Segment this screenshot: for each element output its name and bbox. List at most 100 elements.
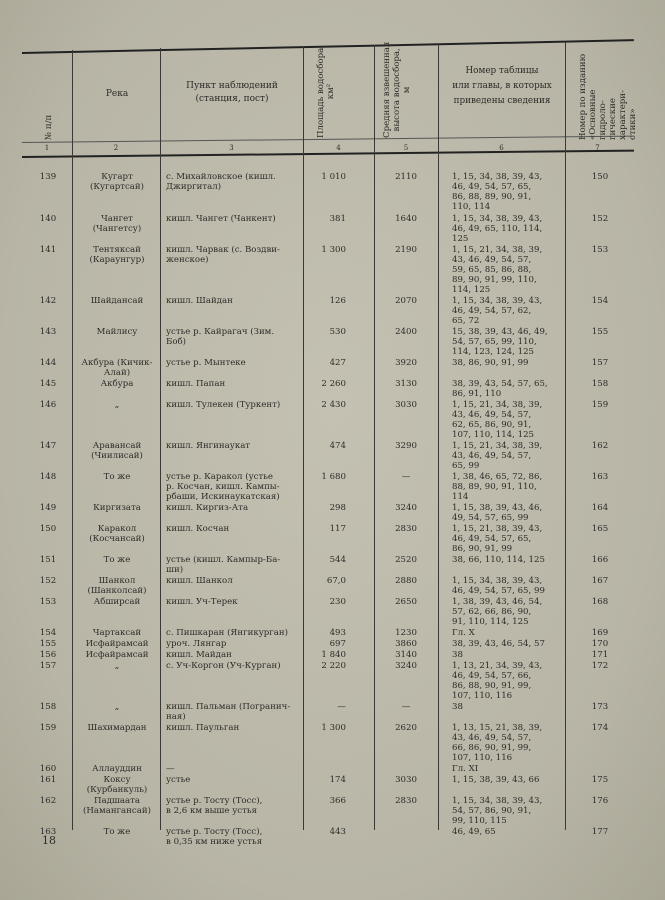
- station-name: с. Пишкаран (Янгикурган): [166, 628, 288, 638]
- river-name: Кугарт (Кугартсай): [90, 172, 144, 192]
- mean-height: 1640: [395, 214, 417, 224]
- mean-height: 2110: [395, 172, 417, 182]
- station-name: кишл. Косчан: [166, 524, 230, 534]
- river-name: Киргизата: [93, 503, 141, 513]
- col-divider: [303, 46, 304, 830]
- river-name: Шайдансай: [90, 296, 144, 306]
- edition-number: 169: [591, 628, 609, 638]
- row-number: 154: [39, 628, 57, 638]
- river-name: То же: [103, 827, 131, 837]
- river-name: „: [114, 400, 120, 410]
- table-refs: 1, 15, 38, 39, 43, 66: [452, 775, 540, 785]
- table-refs: 1, 15, 21, 34, 38, 39, 43, 46, 49, 54, 5…: [452, 245, 543, 295]
- row-number: 163: [39, 827, 57, 837]
- row-number: 161: [39, 775, 57, 785]
- river-name: Чартаксай: [92, 628, 142, 638]
- table-refs: 46, 49, 65: [452, 827, 496, 837]
- header-col3: Пункт наблюдений (станция, пост): [186, 81, 278, 104]
- mean-height: 3130: [395, 379, 417, 389]
- row-number: 156: [39, 650, 57, 660]
- edition-number: 175: [591, 775, 609, 785]
- catchment-area: 2 430: [321, 400, 346, 410]
- table-refs: Гл. XI: [452, 764, 479, 774]
- station-name: устье: [166, 775, 191, 785]
- col-divider: [160, 48, 161, 830]
- row-number: 146: [39, 400, 57, 410]
- column-number: 5: [403, 144, 409, 152]
- row-number: 157: [39, 661, 57, 671]
- station-name: устье р. Тосту (Тосс), в 0,35 км ниже ус…: [166, 827, 263, 847]
- header-col2: Река: [105, 89, 129, 99]
- mean-height: 3240: [395, 503, 417, 513]
- row-number: 153: [39, 597, 57, 607]
- catchment-area: 2 260: [321, 379, 346, 389]
- edition-number: 159: [591, 400, 609, 410]
- station-name: кишл. Паульган: [166, 723, 240, 733]
- river-name: Аравансай (Чиилисай): [91, 441, 143, 461]
- mean-height: 2070: [395, 296, 417, 306]
- catchment-area: 117: [329, 524, 346, 534]
- table-refs: 1, 15, 34, 38, 39, 43, 46, 49, 54, 57, 6…: [452, 172, 543, 212]
- catchment-area: —: [337, 702, 346, 712]
- catchment-area: 381: [329, 214, 346, 224]
- river-name: Коксу (Курбанкуль): [86, 775, 148, 795]
- edition-number: 164: [591, 503, 609, 513]
- mean-height: 3030: [395, 400, 417, 410]
- river-name: Каракол (Косчансай): [89, 524, 145, 544]
- table-refs: 1, 13, 15, 21, 38, 39, 43, 46, 49, 54, 5…: [452, 723, 543, 763]
- edition-number: 168: [591, 597, 609, 607]
- river-name: Чангет (Чангетсу): [92, 214, 142, 234]
- column-number: 2: [113, 144, 119, 152]
- station-name: кишл. Папан: [166, 379, 226, 389]
- header-col4: Площадь водосбора, км²: [316, 45, 336, 138]
- station-name: с. Уч-Коргон (Уч-Курган): [166, 661, 281, 671]
- station-name: кишл. Пальман (Погранич- ная): [166, 702, 291, 722]
- table-refs: 1, 38, 39, 43, 46, 54, 57, 62, 66, 86, 9…: [452, 597, 543, 627]
- catchment-area: 544: [329, 555, 346, 565]
- row-number: 139: [39, 172, 57, 182]
- row-number: 150: [39, 524, 57, 534]
- station-name: кишл. Чангет (Чанкент): [166, 214, 276, 224]
- river-name: Акбура (Кичик- Алай): [81, 358, 153, 378]
- table-refs: 1, 15, 21, 38, 39, 43, 46, 49, 54, 57, 6…: [452, 524, 543, 554]
- edition-number: 170: [591, 639, 609, 649]
- river-name: „: [114, 702, 120, 712]
- row-number: 147: [39, 441, 57, 451]
- catchment-area: 174: [329, 775, 346, 785]
- mean-height: 2830: [395, 796, 417, 806]
- mean-height: 2400: [395, 327, 417, 337]
- edition-number: 174: [591, 723, 609, 733]
- edition-number: 163: [591, 472, 609, 482]
- catchment-area: 493: [329, 628, 346, 638]
- catchment-area: 1 300: [321, 245, 346, 255]
- mean-height: 2190: [395, 245, 417, 255]
- table-refs: Гл. X: [452, 628, 475, 638]
- column-number: 6: [499, 144, 504, 152]
- table-refs: 15, 38, 39, 43, 46, 49, 54, 57, 65, 99, …: [452, 327, 548, 357]
- station-name: кишл. Майдан: [166, 650, 232, 660]
- row-number: 140: [39, 214, 57, 224]
- catchment-area: 1 300: [321, 723, 346, 733]
- edition-number: 162: [591, 441, 609, 451]
- river-name: Шанкол (Шанколсай): [87, 576, 147, 596]
- row-number: 145: [39, 379, 57, 389]
- edition-number: 177: [591, 827, 609, 837]
- edition-number: 158: [591, 379, 609, 389]
- table-refs: 1, 15, 21, 34, 38, 39, 43, 46, 49, 54, 5…: [452, 441, 543, 471]
- catchment-area: 2 220: [321, 661, 346, 671]
- station-name: кишл. Шанкол: [166, 576, 233, 586]
- station-name: кишл. Уч-Терек: [166, 597, 238, 607]
- mean-height: 2830: [395, 524, 417, 534]
- river-name: Акбура: [100, 379, 134, 389]
- row-number: 149: [39, 503, 57, 513]
- mean-height: —: [401, 702, 411, 712]
- catchment-area: 530: [329, 327, 346, 337]
- catchment-area: 443: [329, 827, 346, 837]
- table-refs: 38: [452, 702, 463, 712]
- catchment-area: 427: [329, 358, 346, 368]
- row-number: 144: [39, 358, 57, 368]
- col-divider: [565, 42, 566, 830]
- header-col5: Средняя взвешенная высота водосбора, м: [382, 41, 412, 138]
- station-name: устье р. Мынтеке: [166, 358, 246, 368]
